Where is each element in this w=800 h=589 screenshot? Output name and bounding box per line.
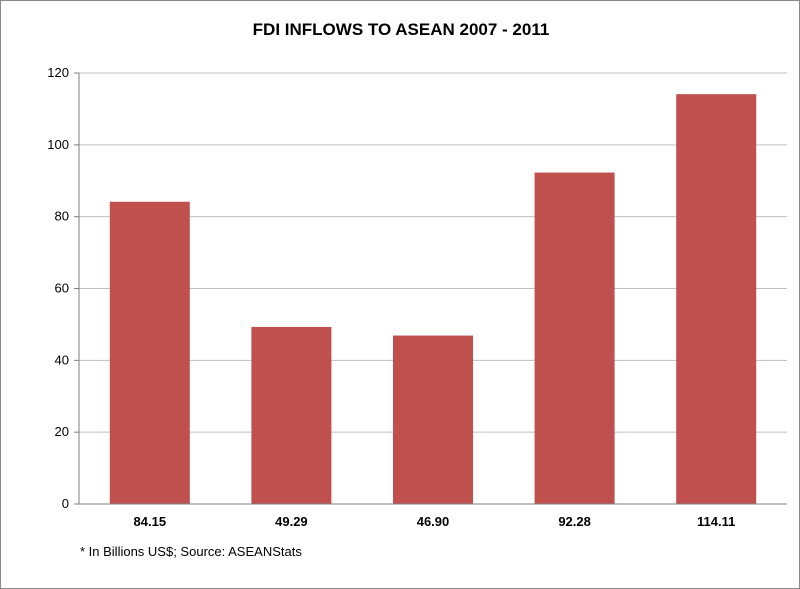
bar — [109, 201, 190, 505]
y-tick-label: 60 — [55, 281, 69, 296]
chart-title: FDI INFLOWS TO ASEAN 2007 - 2011 — [252, 20, 550, 39]
bar — [251, 326, 332, 504]
bar — [676, 94, 757, 505]
labels: 0 20 40 60 80 100 120 84.15 49.29 46.90 92.28 114.1… — [47, 65, 735, 529]
y-tick-label: 100 — [47, 137, 69, 152]
y-tick-label: 0 — [62, 496, 69, 511]
gridlines — [79, 72, 787, 433]
axes — [74, 72, 787, 505]
category-label: 49.29 — [275, 514, 308, 529]
y-tick-label: 120 — [47, 65, 69, 80]
category-label: 92.28 — [558, 514, 591, 529]
source-note: * In Billions US$; Source: ASEANStats — [80, 544, 302, 559]
y-tick-label: 80 — [55, 209, 69, 224]
y-tick-label: 40 — [55, 352, 69, 367]
y-tick-label: 20 — [55, 424, 69, 439]
category-label: 114.11 — [697, 514, 735, 529]
category-label: 46.90 — [417, 514, 450, 529]
category-label: 84.15 — [134, 514, 167, 529]
bars — [109, 94, 757, 505]
bar — [392, 335, 474, 504]
bar — [534, 172, 615, 504]
